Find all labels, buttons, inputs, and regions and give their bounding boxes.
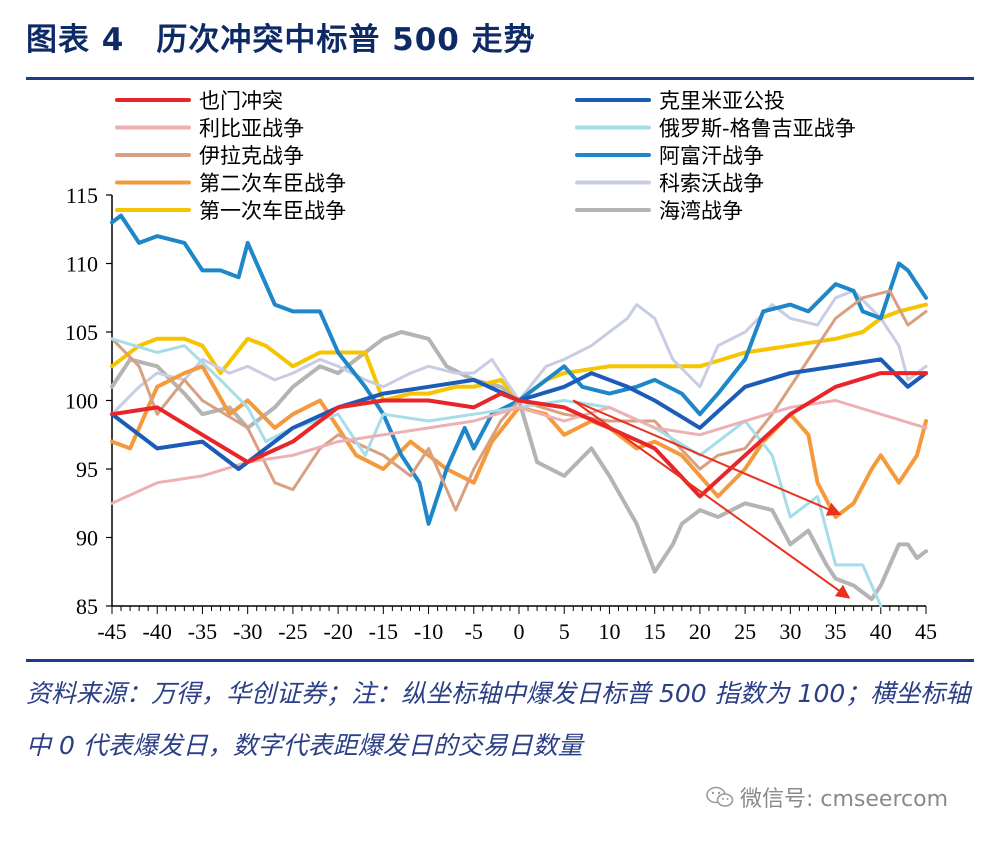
trend-arrow	[572, 399, 851, 599]
watermark-text: 微信号: cmseercom	[740, 787, 949, 812]
legend-label: 伊拉克战争	[199, 144, 304, 168]
y-tick-label: 115	[66, 183, 98, 208]
x-tick-label: -15	[369, 619, 398, 644]
series-line	[110, 330, 928, 602]
series-line	[110, 289, 928, 416]
wechat-icon	[706, 786, 734, 807]
x-tick-label: 40	[870, 619, 892, 644]
legend-label: 科索沃战争	[659, 172, 764, 196]
series-line	[110, 289, 928, 512]
x-tick-label: -35	[188, 619, 217, 644]
trend-arrows	[572, 399, 851, 599]
x-tick-label: 30	[779, 619, 801, 644]
page-title: 图表 4 历次冲突中标普 500 走势	[26, 22, 536, 58]
x-tick-label: 5	[559, 619, 570, 644]
source-note: 资料来源：万得，华创证券；注：纵坐标轴中爆发日标普 500 指数为 100；横坐…	[26, 679, 971, 760]
x-tick-label: 25	[734, 619, 756, 644]
y-tick-label: 100	[65, 389, 98, 414]
x-tick-label: -30	[233, 619, 262, 644]
bottom-rule	[26, 659, 974, 662]
x-tick-label: 20	[689, 619, 711, 644]
series-line	[110, 364, 928, 519]
x-tick-label: 35	[825, 619, 847, 644]
series-lines	[110, 213, 928, 608]
series-line	[110, 302, 928, 403]
wechat-watermark: 微信号: cmseercom	[706, 781, 948, 813]
legend-label: 俄罗斯-格鲁吉亚战争	[659, 117, 856, 141]
legend-label: 海湾战争	[659, 199, 743, 223]
legend-label: 阿富汗战争	[659, 144, 764, 168]
y-tick-label: 95	[76, 457, 98, 482]
trend-arrow	[572, 399, 842, 516]
legend-label: 也门冲突	[199, 89, 283, 113]
y-tick-label: 110	[66, 252, 98, 277]
x-tick-label: 45	[915, 619, 937, 644]
y-tick-label: 85	[76, 594, 98, 619]
legend-label: 第二次车臣战争	[199, 172, 346, 196]
x-tick-label: -40	[143, 619, 172, 644]
y-tick-label: 90	[76, 526, 98, 551]
legend-label: 第一次车臣战争	[199, 199, 346, 223]
x-tick-label: 0	[514, 619, 525, 644]
x-tick-label: -5	[465, 619, 483, 644]
y-tick-label: 105	[65, 320, 98, 345]
series-line	[110, 371, 928, 499]
top-rule	[26, 77, 974, 80]
series-line	[110, 337, 883, 608]
x-tick-label: -45	[97, 619, 126, 644]
x-tick-label: -25	[278, 619, 307, 644]
legend-label: 克里米亚公投	[659, 89, 785, 113]
legend-label: 利比亚战争	[199, 117, 304, 141]
x-tick-label: -20	[323, 619, 352, 644]
x-tick-label: 15	[644, 619, 666, 644]
x-tick-label: -10	[414, 619, 443, 644]
x-tick-label: 10	[598, 619, 620, 644]
